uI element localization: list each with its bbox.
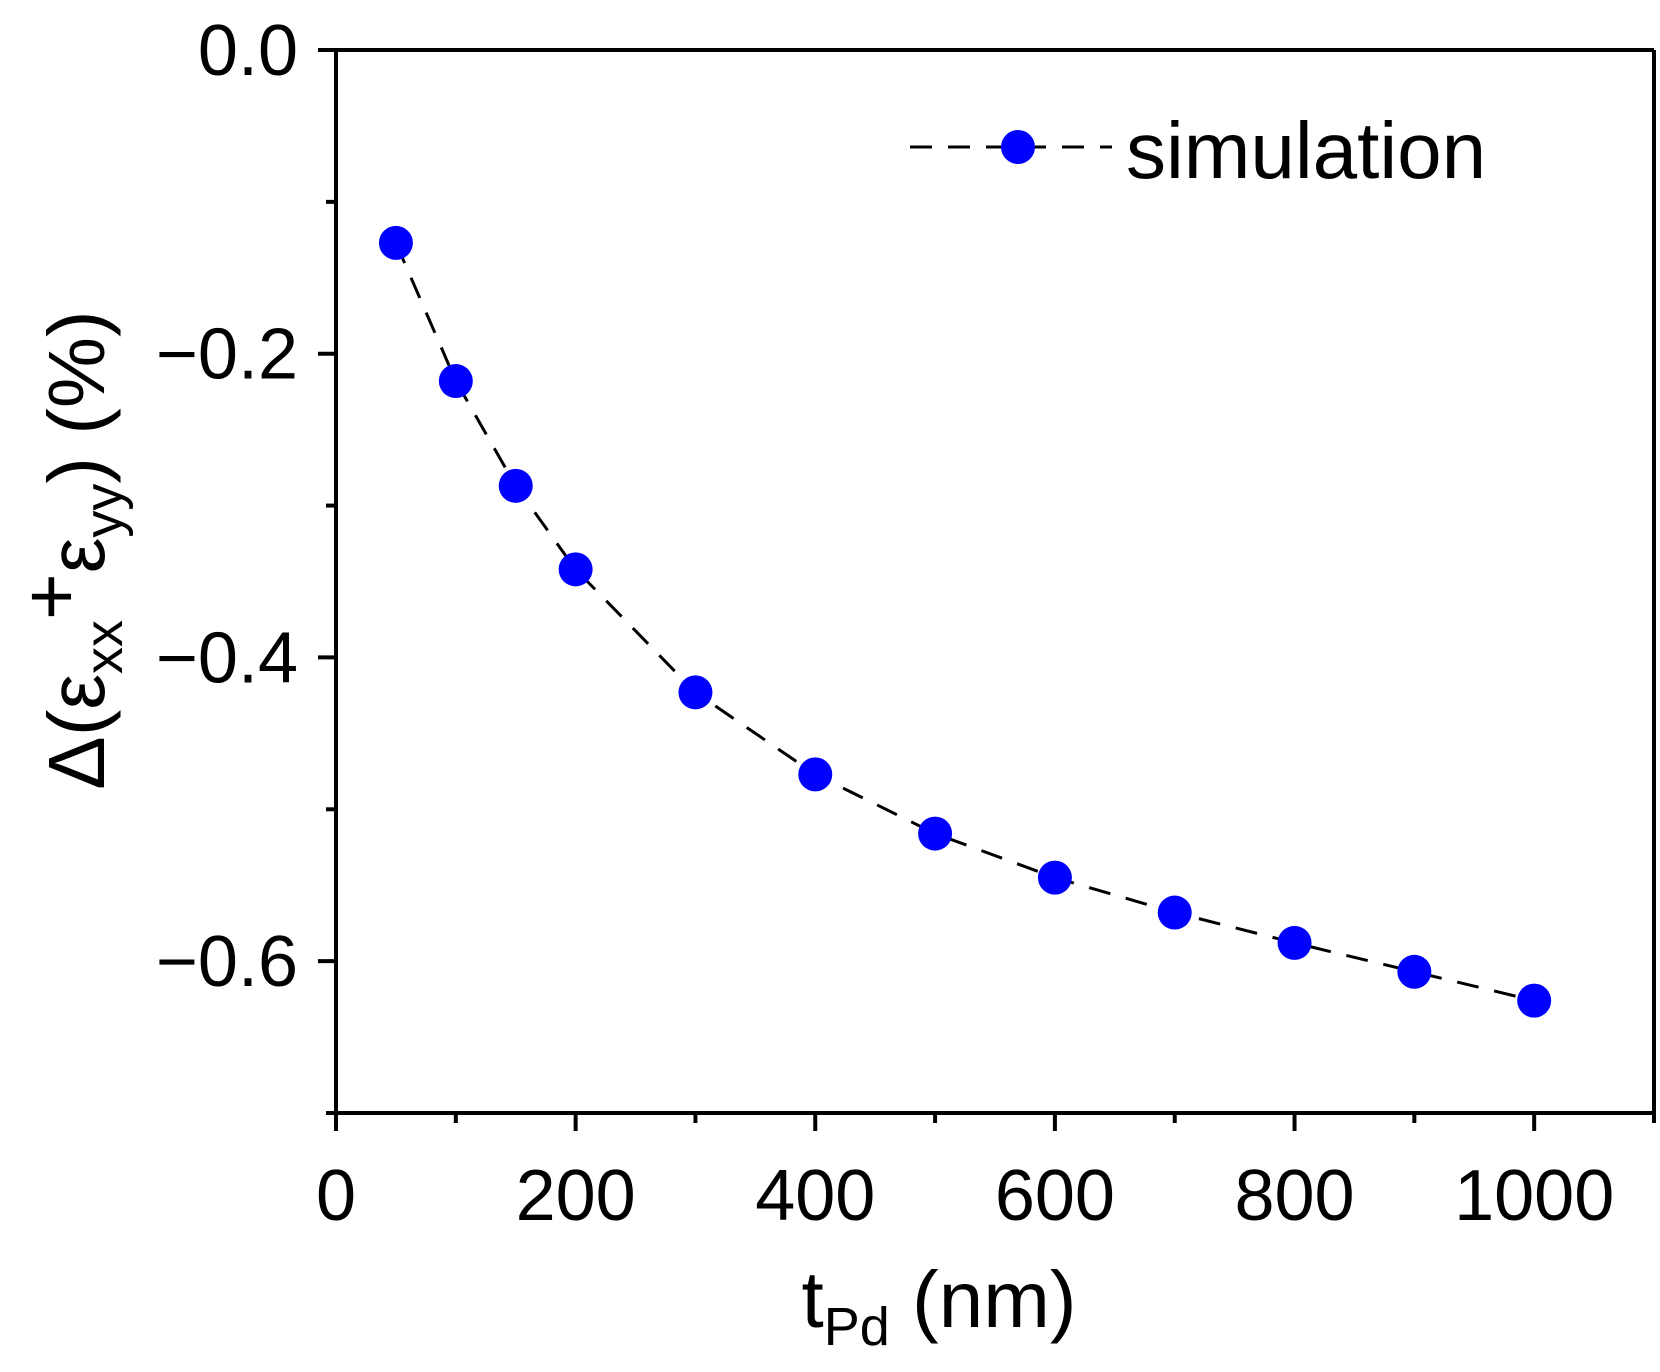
data-point (378, 225, 413, 260)
data-point (1157, 895, 1192, 930)
data-point (438, 364, 473, 399)
x-tick-label: 800 (1234, 1156, 1354, 1236)
data-point (918, 816, 953, 851)
data-point (678, 675, 713, 710)
data-point (1397, 954, 1432, 989)
data-point (1277, 925, 1312, 960)
y-tick-label: −0.4 (156, 618, 298, 698)
data-point (498, 468, 533, 503)
legend-marker (1001, 130, 1035, 164)
data-point (1037, 860, 1072, 895)
y-tick-label: −0.2 (156, 315, 298, 395)
data-point (798, 757, 833, 792)
data-point (1517, 983, 1552, 1018)
x-axis-title: tPd (nm) (802, 1255, 1077, 1357)
x-tick-label: 1000 (1454, 1156, 1614, 1236)
y-axis-title: Δ(εxx+εyy) (%) (6, 310, 134, 789)
data-point (558, 552, 593, 587)
legend-label: simulation (1126, 106, 1486, 195)
x-tick-label: 600 (995, 1156, 1115, 1236)
series-line (394, 242, 1535, 1003)
y-tick-label: 0.0 (198, 11, 298, 91)
y-tick-label: −0.6 (156, 922, 298, 1002)
x-tick-label: 400 (755, 1156, 875, 1236)
x-tick-label: 0 (316, 1156, 356, 1236)
legend: simulation (910, 106, 1486, 195)
x-tick-label: 200 (516, 1156, 636, 1236)
